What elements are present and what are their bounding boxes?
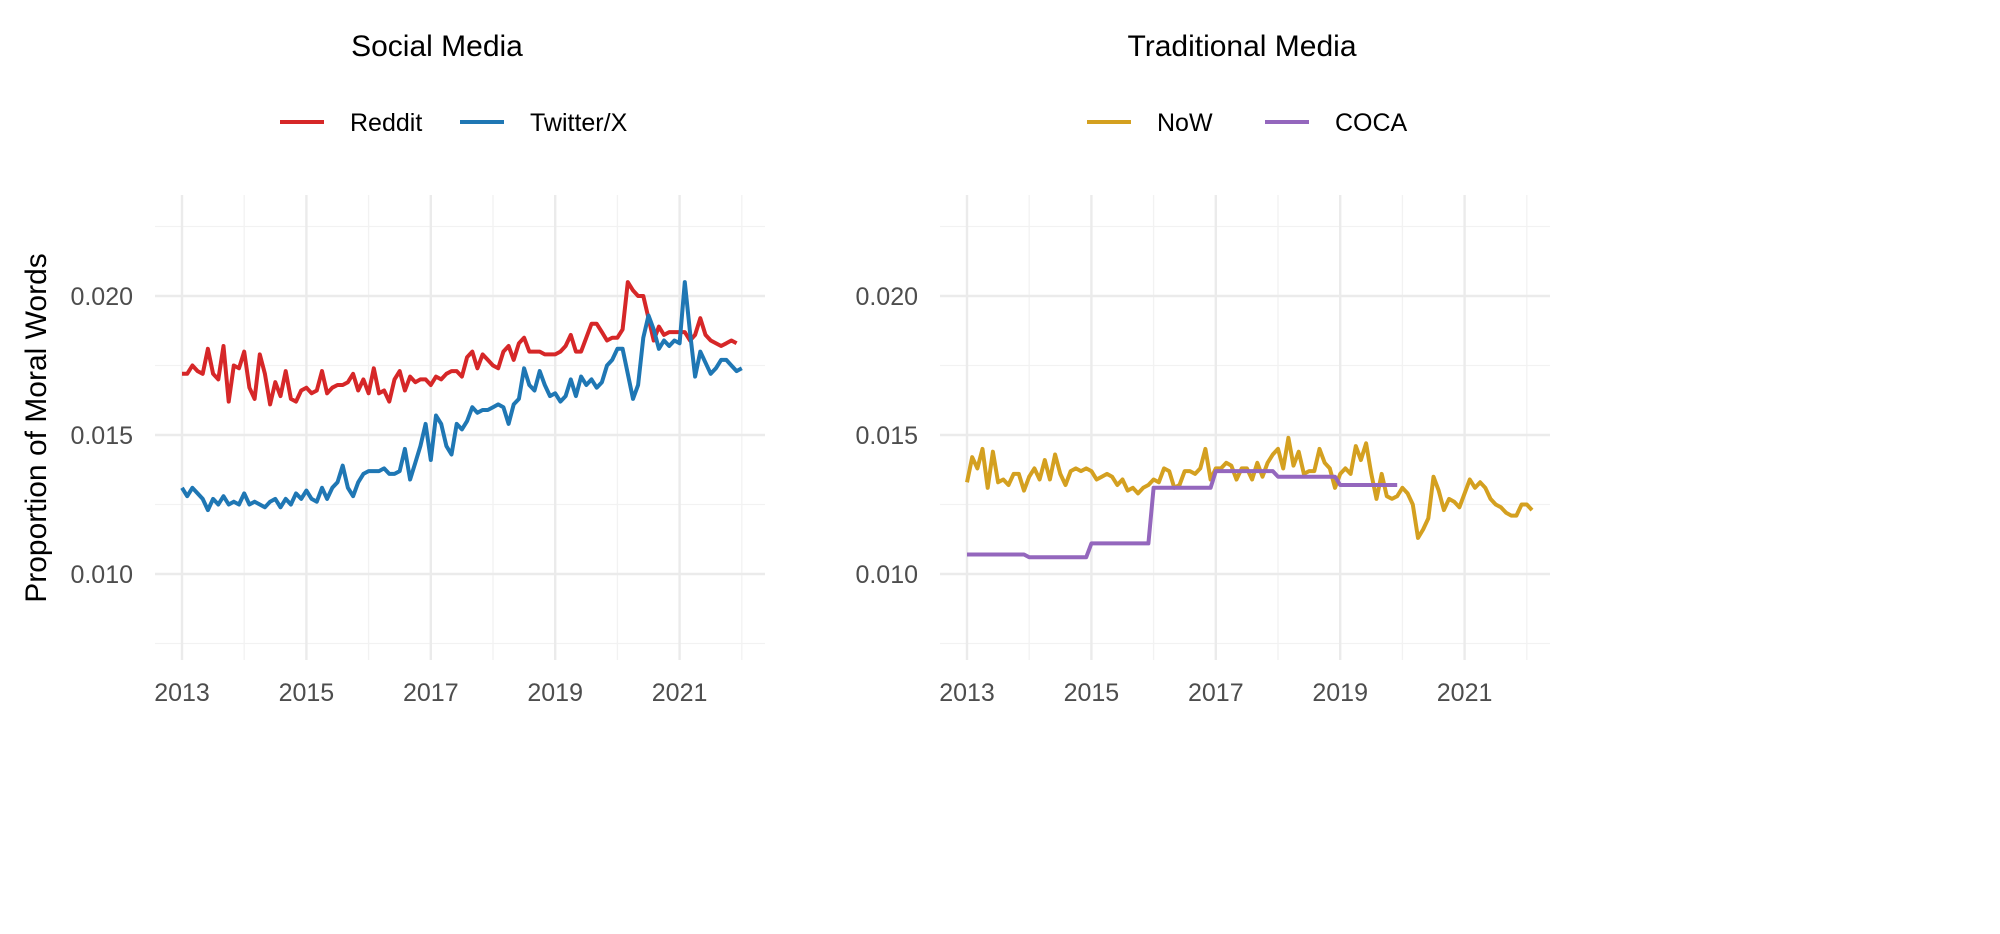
panel-social-media: Social Media Reddit Twitter/X 0.010 0.015 0.0… xyxy=(70,30,765,707)
x-tick-label: 2021 xyxy=(652,679,708,707)
x-tick-label: 2017 xyxy=(1188,679,1244,707)
legend-label: Reddit xyxy=(350,109,422,137)
series-line-twitterx xyxy=(180,280,743,513)
panel-traditional-media: Traditional Media NoW COCA 0.010 0.015 0.020 2… xyxy=(855,30,1550,707)
x-tick-label: 2021 xyxy=(1437,679,1493,707)
y-tick-label: 0.010 xyxy=(70,561,133,589)
series-line-reddit xyxy=(182,280,738,407)
x-tick-label: 2019 xyxy=(1312,679,1368,707)
chart-title: Social Media xyxy=(351,30,523,63)
y-tick-label: 0.020 xyxy=(70,283,133,311)
legend-label: COCA xyxy=(1335,109,1408,137)
x-tick-label: 2013 xyxy=(154,679,210,707)
x-tick-label: 2017 xyxy=(403,679,459,707)
legend-label: Twitter/X xyxy=(530,109,628,137)
series-line-now xyxy=(965,435,1534,540)
series-line-coca xyxy=(967,469,1398,560)
y-tick-label: 0.015 xyxy=(70,422,133,450)
chart-title: Traditional Media xyxy=(1128,30,1357,63)
y-tick-label: 0.020 xyxy=(855,283,918,311)
x-tick-label: 2015 xyxy=(279,679,335,707)
x-tick-label: 2013 xyxy=(939,679,995,707)
y-tick-label: 0.010 xyxy=(855,561,918,589)
y-tick-label: 0.015 xyxy=(855,422,918,450)
legend-label: NoW xyxy=(1157,109,1213,137)
x-tick-label: 2015 xyxy=(1064,679,1120,707)
y-axis-label: Proportion of Moral Words xyxy=(20,253,53,603)
x-tick-label: 2019 xyxy=(527,679,583,707)
